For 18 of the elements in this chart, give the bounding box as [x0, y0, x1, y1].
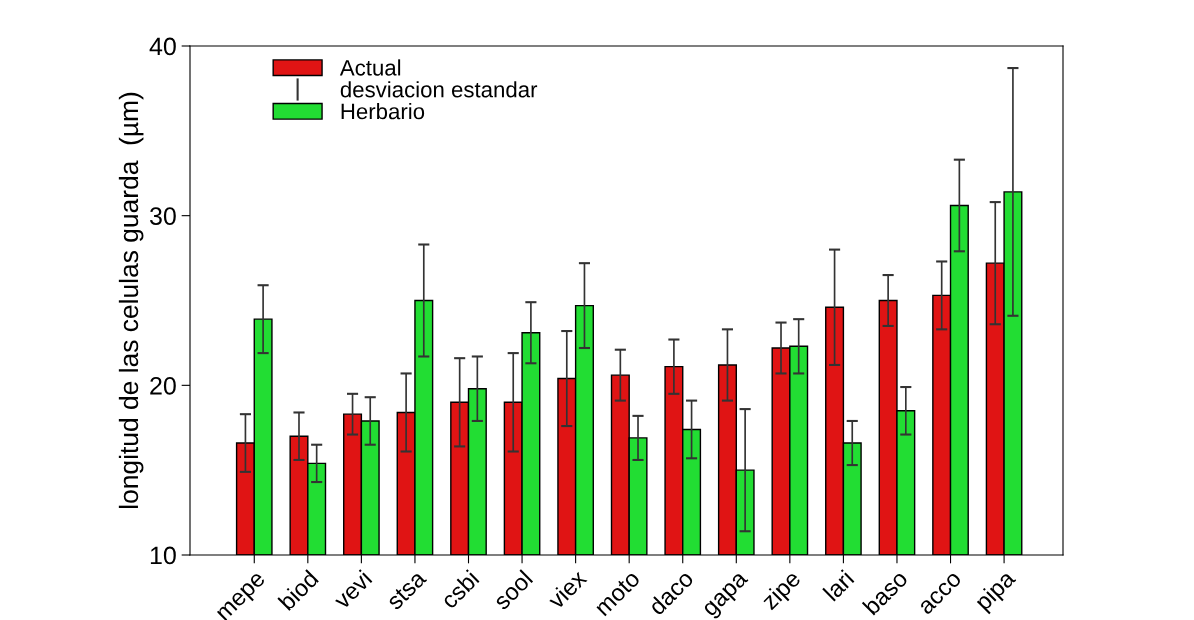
- x-tick-label: acco: [919, 572, 963, 616]
- y-tick-label: 30: [149, 207, 176, 225]
- x-tick-label: sool: [491, 569, 534, 611]
- legend-label: Actual: [339, 59, 401, 76]
- x-tick-label: pipa: [973, 568, 1020, 615]
- y-tick-label: 40: [149, 37, 176, 56]
- annotation: desviacion estandar: [340, 81, 538, 98]
- y-tick-label: 20: [150, 376, 176, 395]
- x-tick-label: daco: [647, 568, 695, 616]
- x-tick-label: csbi: [439, 569, 480, 610]
- y-tick-label: 10: [150, 546, 176, 565]
- y-axis-title: longitud de las celulas guarda (µm): [118, 92, 144, 508]
- legend-label: Herbario: [341, 102, 425, 120]
- x-tick-label: vevi: [331, 569, 373, 611]
- x-tick-label: stsa: [386, 569, 428, 611]
- x-tick-label: lari: [822, 569, 855, 602]
- x-tick-label: viex: [545, 568, 588, 611]
- x-tick-label: zipe: [759, 568, 805, 614]
